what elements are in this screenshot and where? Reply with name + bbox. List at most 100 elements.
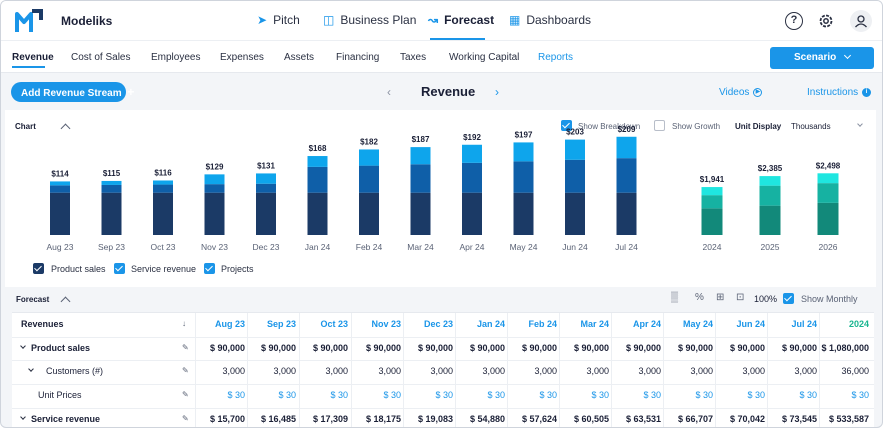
nav-forecast[interactable]: ↝ Forecast bbox=[428, 13, 494, 27]
table-cell[interactable]: $ 30 bbox=[227, 390, 245, 400]
column-header[interactable]: Apr 24 bbox=[632, 319, 661, 329]
table-cell[interactable]: $ 17,309 bbox=[312, 414, 348, 424]
table-cell[interactable]: $ 1,080,000 bbox=[821, 343, 869, 353]
scenario-button[interactable]: Scenario bbox=[770, 47, 874, 69]
table-cell[interactable]: 3,000 bbox=[690, 366, 713, 376]
expand-chevron-icon[interactable] bbox=[20, 343, 26, 349]
pencil-icon[interactable]: ✎ bbox=[182, 390, 189, 399]
help-icon[interactable]: ? bbox=[785, 12, 803, 30]
tab-taxes[interactable]: Taxes bbox=[400, 52, 427, 63]
column-header[interactable]: 2024 bbox=[848, 319, 869, 329]
expand-icon[interactable]: ⊡ bbox=[736, 292, 745, 303]
table-cell[interactable]: $ 54,880 bbox=[469, 414, 505, 424]
table-cell[interactable]: $ 30 bbox=[799, 390, 817, 400]
tab-expenses[interactable]: Expenses bbox=[220, 52, 264, 63]
column-header[interactable]: Dec 23 bbox=[423, 319, 453, 329]
table-cell[interactable]: $ 57,624 bbox=[521, 414, 557, 424]
table-cell[interactable]: $ 60,505 bbox=[573, 414, 609, 424]
table-cell[interactable]: 3,000 bbox=[222, 366, 245, 376]
legend-product-sales-checkbox[interactable] bbox=[33, 263, 44, 274]
table-cell[interactable]: $ 30 bbox=[435, 390, 453, 400]
table-cell[interactable]: 3,000 bbox=[638, 366, 661, 376]
table-cell[interactable]: $ 30 bbox=[643, 390, 661, 400]
table-cell[interactable]: $ 30 bbox=[539, 390, 557, 400]
collapse-icon[interactable]: ⊞ bbox=[716, 292, 725, 303]
nav-dashboards[interactable]: ▦ Dashboards bbox=[509, 13, 591, 27]
table-cell[interactable]: $ 90,000 bbox=[365, 343, 401, 353]
table-cell[interactable]: $ 90,000 bbox=[260, 343, 296, 353]
show-growth-checkbox[interactable] bbox=[654, 120, 665, 131]
table-cell[interactable]: 3,000 bbox=[430, 366, 453, 376]
nav-business-plan[interactable]: ◫ Business Plan bbox=[323, 13, 416, 27]
table-cell[interactable]: $ 30 bbox=[383, 390, 401, 400]
sort-icon[interactable]: ↓ bbox=[182, 319, 186, 328]
column-header[interactable]: Jul 24 bbox=[791, 319, 817, 329]
column-header[interactable]: Oct 23 bbox=[320, 319, 348, 329]
table-cell[interactable]: $ 90,000 bbox=[781, 343, 817, 353]
column-header[interactable]: Mar 24 bbox=[580, 319, 609, 329]
table-cell[interactable]: $ 15,700 bbox=[209, 414, 245, 424]
expand-chevron-icon[interactable] bbox=[20, 414, 26, 420]
pencil-icon[interactable]: ✎ bbox=[182, 366, 189, 375]
edit-icon[interactable]: ✎ bbox=[182, 414, 189, 423]
table-cell[interactable]: 3,000 bbox=[794, 366, 817, 376]
zoom-level[interactable]: 100% bbox=[754, 294, 778, 304]
expand-chevron-icon[interactable] bbox=[28, 366, 34, 372]
table-cell[interactable]: 36,000 bbox=[841, 366, 869, 376]
table-cell[interactable]: $ 70,042 bbox=[729, 414, 765, 424]
table-cell[interactable]: 3,000 bbox=[742, 366, 765, 376]
show-monthly-checkbox[interactable] bbox=[783, 293, 794, 304]
table-cell[interactable]: $ 63,531 bbox=[625, 414, 661, 424]
table-cell[interactable]: $ 30 bbox=[278, 390, 296, 400]
table-cell[interactable]: $ 90,000 bbox=[677, 343, 713, 353]
table-cell[interactable]: $ 90,000 bbox=[573, 343, 609, 353]
table-cell[interactable]: $ 16,485 bbox=[260, 414, 296, 424]
tab-reports[interactable]: Reports bbox=[538, 52, 574, 63]
table-cell[interactable]: $ 19,083 bbox=[417, 414, 453, 424]
user-avatar[interactable] bbox=[850, 10, 872, 32]
column-header[interactable]: Feb 24 bbox=[528, 319, 557, 329]
table-cell[interactable]: $ 90,000 bbox=[417, 343, 453, 353]
table-cell[interactable]: $ 30 bbox=[591, 390, 609, 400]
table-cell[interactable]: 3,000 bbox=[534, 366, 557, 376]
bar-chart-icon[interactable]: ▒ bbox=[671, 292, 679, 303]
next-page-arrow[interactable]: › bbox=[495, 85, 499, 99]
unit-display-select[interactable]: Thousands bbox=[791, 122, 831, 131]
legend-service-revenue-checkbox[interactable] bbox=[114, 263, 125, 274]
table-cell[interactable]: $ 30 bbox=[330, 390, 348, 400]
column-header[interactable]: Jun 24 bbox=[736, 319, 765, 329]
table-cell[interactable]: 3,000 bbox=[482, 366, 505, 376]
instructions-link[interactable]: Instructions i bbox=[807, 87, 872, 98]
nav-pitch[interactable]: ➤ Pitch bbox=[257, 13, 300, 27]
table-cell[interactable]: $ 90,000 bbox=[209, 343, 245, 353]
add-revenue-stream-button[interactable]: Add Revenue Stream + bbox=[11, 82, 134, 102]
table-cell[interactable]: $ 66,707 bbox=[677, 414, 713, 424]
table-cell[interactable]: 3,000 bbox=[378, 366, 401, 376]
table-cell[interactable]: $ 90,000 bbox=[521, 343, 557, 353]
show-breakdown-checkbox[interactable] bbox=[561, 120, 572, 131]
table-cell[interactable]: $ 73,545 bbox=[781, 414, 817, 424]
edit-icon[interactable]: ✎ bbox=[182, 343, 189, 352]
column-header[interactable]: Jan 24 bbox=[476, 319, 505, 329]
table-cell[interactable]: $ 90,000 bbox=[469, 343, 505, 353]
table-cell[interactable]: $ 30 bbox=[851, 390, 869, 400]
table-cell[interactable]: $ 30 bbox=[747, 390, 765, 400]
tab-assets[interactable]: Assets bbox=[284, 52, 315, 63]
percent-icon[interactable]: % bbox=[695, 292, 704, 303]
table-cell[interactable]: $ 90,000 bbox=[625, 343, 661, 353]
table-cell[interactable]: $ 90,000 bbox=[729, 343, 765, 353]
tab-employees[interactable]: Employees bbox=[151, 52, 201, 63]
legend-projects-checkbox[interactable] bbox=[204, 263, 215, 274]
tab-working-capital[interactable]: Working Capital bbox=[449, 52, 520, 63]
previous-page-arrow[interactable]: ‹ bbox=[387, 85, 391, 99]
table-cell[interactable]: $ 533,587 bbox=[828, 414, 869, 424]
table-cell[interactable]: $ 90,000 bbox=[312, 343, 348, 353]
column-header[interactable]: Aug 23 bbox=[214, 319, 245, 329]
modeliks-logo[interactable] bbox=[15, 8, 43, 34]
tab-revenue[interactable]: Revenue bbox=[12, 52, 54, 63]
table-cell[interactable]: 3,000 bbox=[325, 366, 348, 376]
gear-icon[interactable] bbox=[817, 12, 835, 30]
column-header[interactable]: Sep 23 bbox=[266, 319, 296, 329]
tab-financing[interactable]: Financing bbox=[336, 52, 380, 63]
tab-cost-of-sales[interactable]: Cost of Sales bbox=[71, 52, 131, 63]
